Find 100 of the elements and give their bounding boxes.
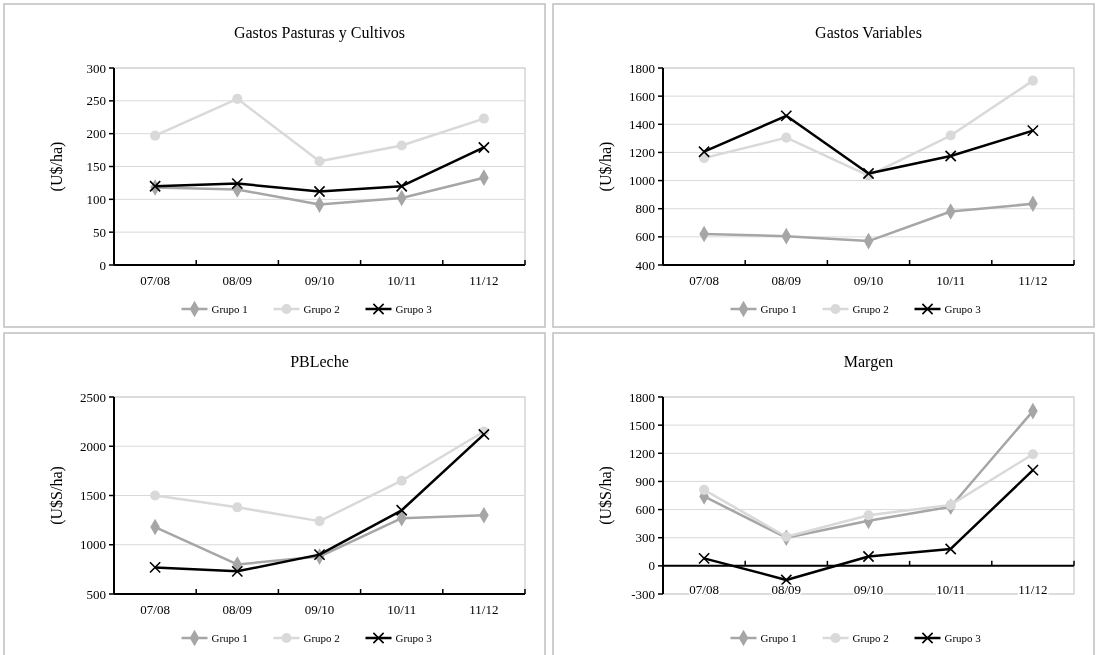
point [313,548,326,561]
x-tick-label: 09/10 [304,273,335,288]
x-tick-label: 10/11 [387,602,417,617]
point [478,113,489,124]
x-tick-label: 07/08 [140,602,170,617]
legend-label: Grupo 1 [211,631,248,644]
point [314,156,325,167]
point [150,490,161,501]
point [395,504,408,517]
x-tick-label: 11/12 [1018,273,1048,288]
y-tick-label: 1400 [629,116,655,132]
point [477,428,490,441]
legend-label: Grupo 3 [944,302,982,315]
point [781,531,792,542]
x-tick-label: 09/10 [853,581,884,597]
x-tick-label: 11/12 [469,273,499,288]
point [314,516,325,527]
y-tick-label: 1200 [629,445,655,461]
point [698,552,711,565]
y-tick-label: 100 [86,191,106,207]
y-tick-label: 500 [86,586,106,602]
point [396,475,407,486]
point [232,502,243,513]
legend-label: Grupo 2 [303,302,340,315]
y-axis-title: (U$/ha) [48,141,66,192]
x-tick-label: 11/12 [469,602,499,617]
point [780,574,793,586]
y-tick-label: 2500 [80,389,106,405]
y-tick-label: 2000 [80,438,106,454]
point [395,180,408,193]
y-tick-label: 300 [635,530,655,546]
y-tick-label: 1000 [80,537,106,553]
x-tick-label: 07/08 [689,273,719,288]
legend-label: Grupo 2 [303,631,340,644]
point [231,177,244,190]
y-tick-label: 1600 [629,88,655,104]
y-tick-label: 0 [648,558,655,574]
point [313,185,326,198]
y-tick-label: 1000 [629,173,655,189]
y-tick-label: -300 [631,586,655,602]
chart-title: Gastos Pasturas y Cultivos [233,24,406,42]
point [1027,449,1038,460]
y-axis-title: (U$S/ha) [48,466,66,525]
x-tick-label: 11/12 [1018,581,1048,597]
y-tick-label: 50 [93,224,106,240]
x-tick-label: 10/11 [936,273,966,288]
legend-label: Grupo 3 [395,302,433,315]
y-tick-label: 150 [86,159,106,175]
y-tick-label: 200 [86,126,106,142]
legend-label: Grupo 3 [395,631,433,644]
point [150,130,161,141]
y-tick-label: 1200 [629,144,655,160]
legend-label: Grupo 2 [852,631,889,644]
point [863,510,874,521]
x-tick-label: 09/10 [304,602,335,617]
y-tick-label: 400 [635,257,655,273]
y-axis-title: (U$S/ha) [597,466,615,525]
y-tick-label: 0 [99,257,106,273]
chart-title: Gastos Variables [815,24,922,41]
x-tick-label: 10/11 [936,581,966,597]
y-tick-label: 1800 [629,389,655,405]
point [781,132,792,143]
y-tick-label: 1500 [629,417,655,433]
point [699,484,710,495]
point [945,499,956,510]
x-tick-label: 08/09 [771,581,802,597]
y-tick-label: 250 [86,93,106,109]
y-tick-label: 900 [635,473,655,489]
point [149,561,162,574]
x-tick-label: 08/09 [222,273,253,288]
point [1027,75,1038,86]
legend-label: Grupo 1 [760,302,797,315]
x-tick-label: 08/09 [222,602,253,617]
x-tick-label: 08/09 [771,273,802,288]
x-tick-label: 07/08 [689,581,719,597]
point [396,140,407,151]
legend-label: Grupo 1 [211,302,248,315]
legend-label: Grupo 3 [944,631,982,644]
y-tick-label: 800 [635,201,655,217]
point [1026,124,1039,137]
point [862,550,875,563]
point [944,543,957,555]
x-tick-label: 09/10 [853,273,884,288]
point [945,130,956,141]
point [1026,464,1039,477]
legend-label: Grupo 2 [852,302,889,315]
y-tick-label: 300 [86,60,106,76]
x-tick-label: 10/11 [387,273,417,288]
y-tick-label: 600 [635,229,655,245]
point [477,141,490,154]
y-axis-title: (U$/ha) [597,141,615,192]
point [944,150,957,162]
point [698,145,711,158]
y-tick-label: 600 [635,502,655,518]
chart-title: Margen [843,353,894,371]
point [231,565,244,578]
y-tick-label: 1800 [629,60,655,76]
y-tick-label: 1500 [80,488,106,504]
point [232,93,243,104]
point [780,109,793,122]
